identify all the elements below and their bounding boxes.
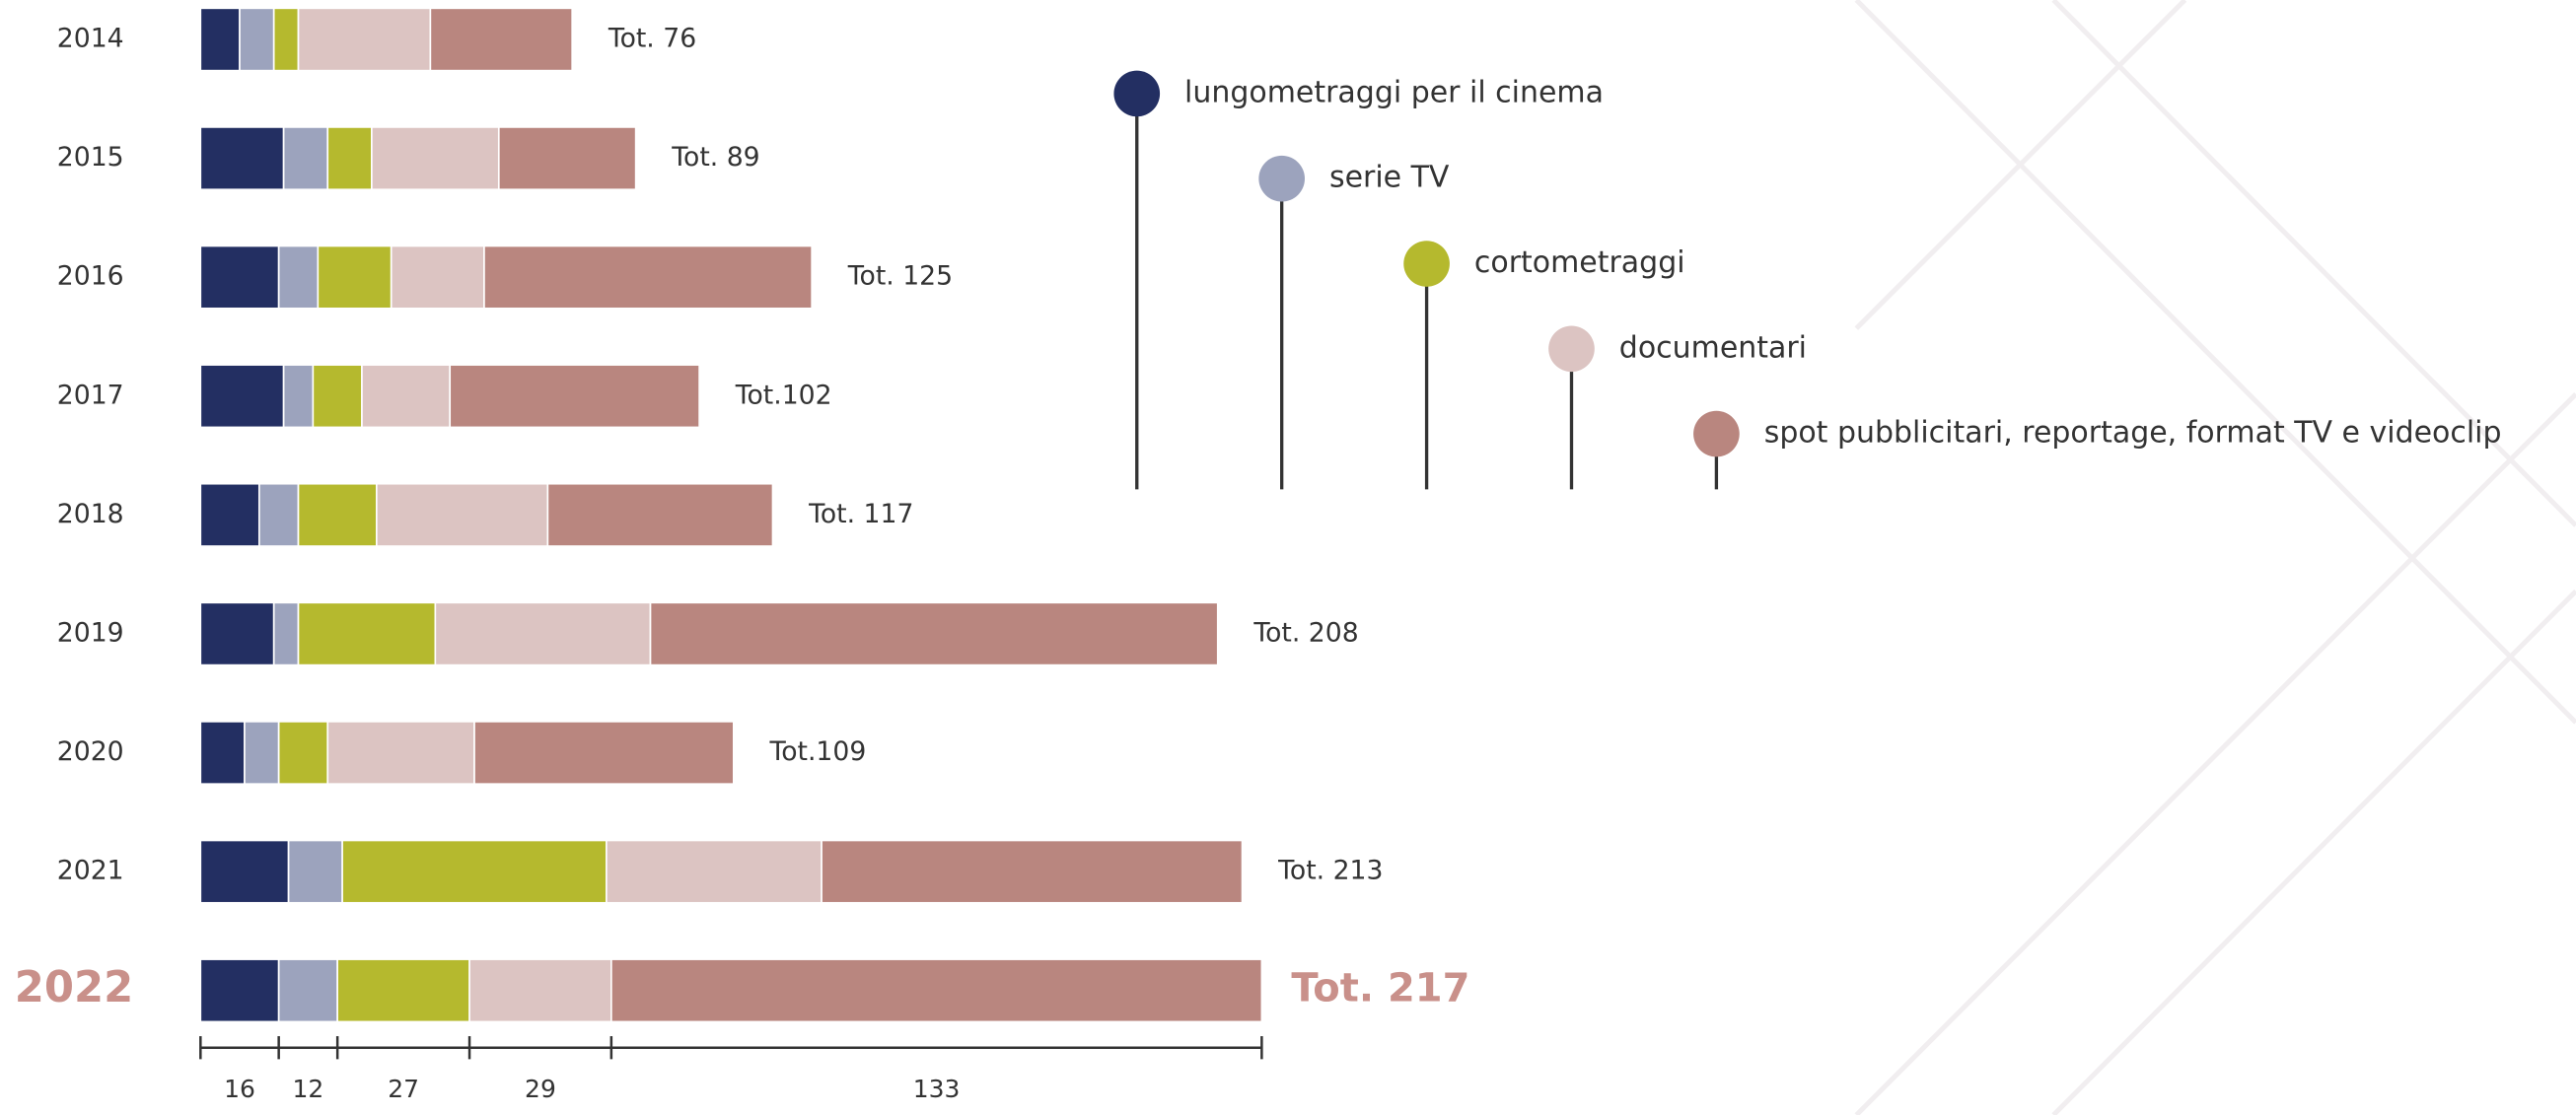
total-label: Tot. 208 <box>1252 617 1358 648</box>
bar-segment <box>199 482 260 547</box>
bar-segment <box>317 244 393 310</box>
legend-marker <box>1403 241 1450 287</box>
bar-segment <box>606 839 823 904</box>
bar-segment <box>239 7 275 72</box>
total-label: Tot. 117 <box>808 499 913 529</box>
segment-label: 12 <box>293 1075 324 1103</box>
legend-marker <box>1693 410 1740 457</box>
bar-segment <box>449 364 700 429</box>
bar-segment <box>390 244 485 310</box>
bar-segment <box>429 7 574 72</box>
bar-segment <box>199 958 280 1023</box>
bar-segment <box>277 721 329 786</box>
bar-segment <box>434 601 652 666</box>
bar-segment <box>199 721 246 786</box>
legend-label: serie TV <box>1329 161 1450 195</box>
bar-segment <box>473 721 735 786</box>
year-label: 2022 <box>15 963 134 1012</box>
segment-label: 29 <box>525 1075 556 1103</box>
bar-segment <box>341 839 608 904</box>
year-label: 2020 <box>57 736 124 767</box>
legend-marker <box>1548 325 1595 373</box>
year-label: 2015 <box>57 142 124 173</box>
year-label: 2014 <box>57 23 124 53</box>
bar-segment <box>272 601 300 666</box>
year-label: 2021 <box>57 856 124 886</box>
bar-segment <box>244 721 280 786</box>
bar-segment <box>282 126 329 191</box>
bar-segment <box>199 126 285 191</box>
legend-label: cortometraggi <box>1474 245 1685 280</box>
legend-label: lungometraggi per il cinema <box>1184 75 1604 109</box>
total-label: Tot.102 <box>735 380 832 410</box>
legend-marker <box>1258 155 1305 202</box>
bar-segment <box>546 482 774 547</box>
bar-segment <box>272 7 300 72</box>
bar-segment <box>336 958 470 1023</box>
total-label: Tot. 89 <box>671 142 759 173</box>
bar-segment <box>282 364 315 429</box>
legend-label: spot pubblicitari, reportage, format TV … <box>1764 416 2502 451</box>
year-label: 2016 <box>57 261 124 292</box>
bar-segment <box>483 244 813 310</box>
total-label: Tot. 213 <box>1277 856 1383 886</box>
total-label: Tot. 125 <box>847 261 953 292</box>
segment-label: 133 <box>913 1075 961 1103</box>
bar-segment <box>297 482 378 547</box>
segment-label: 16 <box>224 1075 255 1103</box>
bar-segment <box>199 7 241 72</box>
bar-segment <box>199 601 275 666</box>
legend-marker <box>1113 70 1161 117</box>
background <box>1854 0 2576 1115</box>
bar-segment <box>277 958 338 1023</box>
year-label: 2017 <box>57 380 124 410</box>
segment-label: 27 <box>388 1075 419 1103</box>
bar-segment <box>468 958 612 1023</box>
total-label: Tot.109 <box>768 736 866 767</box>
bar-segment <box>297 7 432 72</box>
bar-segment <box>361 364 452 429</box>
bar-segment <box>821 839 1244 904</box>
bar-segment <box>375 482 549 547</box>
bar-segment <box>199 244 280 310</box>
bar-segment <box>287 839 343 904</box>
bar-segment <box>326 721 475 786</box>
bar-segment <box>371 126 500 191</box>
bar-segment <box>257 482 300 547</box>
bar-segment <box>297 601 437 666</box>
bar-segment <box>649 601 1219 666</box>
bar-segment <box>199 364 285 429</box>
bar-segment <box>326 126 373 191</box>
year-label: 2018 <box>57 499 124 529</box>
bar-segment <box>312 364 363 429</box>
legend-label: documentari <box>1619 330 1807 365</box>
bar-segment <box>610 958 1263 1023</box>
bar-segment <box>497 126 637 191</box>
bar-segment <box>199 839 290 904</box>
year-label: 2019 <box>57 617 124 648</box>
total-label: Tot. 76 <box>608 23 696 53</box>
total-label: Tot. 217 <box>1291 966 1469 1011</box>
bar-segment <box>277 244 320 310</box>
